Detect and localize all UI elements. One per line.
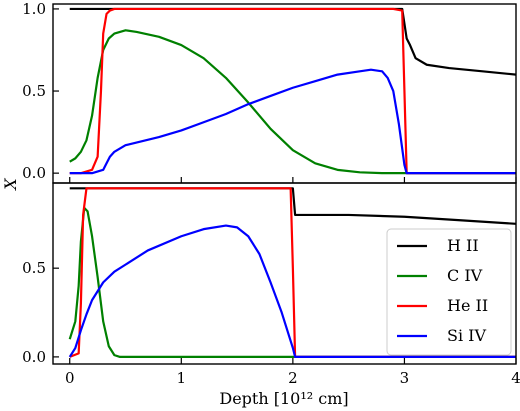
series-line-h-ii	[69, 187, 517, 225]
y-tick-label: 0.0	[22, 164, 46, 182]
axes-frame	[52, 182, 517, 365]
x-tick-label: 0	[65, 369, 75, 387]
legend: H II C IV He II Si IV	[386, 228, 512, 356]
y-tick-label: 0.5	[22, 259, 46, 277]
x-tick-label: 3	[400, 369, 410, 387]
y-tick-label: 0.0	[22, 348, 46, 366]
y-axis-label: X	[1, 178, 20, 192]
series-line-si-iv	[68, 224, 516, 358]
x-tick-label: 4	[511, 369, 520, 387]
legend-label: H II	[447, 236, 479, 255]
legend-box	[386, 228, 512, 356]
series-line-si-iv	[69, 68, 516, 175]
legend-label: He II	[447, 296, 488, 315]
series-line-he-ii	[69, 7, 516, 175]
legend-label: C IV	[447, 266, 483, 285]
x-axis-label: Depth [10¹² cm]	[219, 389, 348, 408]
series-line-c-iv	[68, 206, 516, 358]
x-tick-label: 1	[177, 369, 187, 387]
bottom-panel: 0.0 0.5 0 1 2 3 4	[22, 182, 520, 387]
x-tick-label: 2	[288, 369, 298, 387]
series-line-c-iv	[69, 29, 516, 175]
y-tick-label: 0.5	[22, 82, 46, 100]
series-line-h-ii	[69, 7, 517, 76]
legend-label: Si IV	[447, 326, 486, 345]
y-tick-label: 1.0	[22, 0, 46, 18]
top-panel: 0.0 0.5 1.0	[22, 0, 517, 184]
